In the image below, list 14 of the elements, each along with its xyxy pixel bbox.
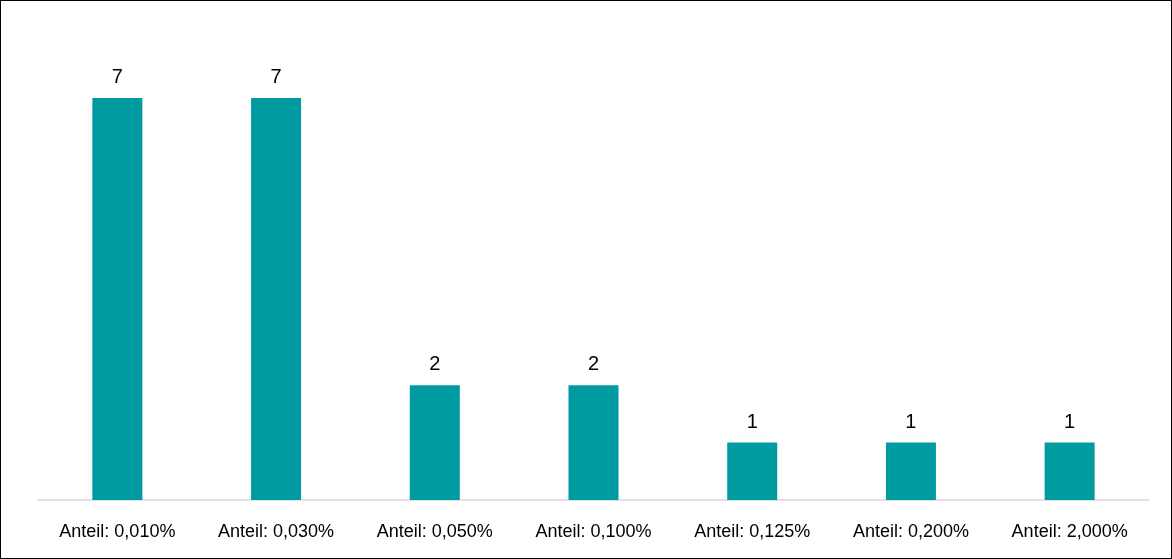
data-label: 1 xyxy=(905,409,917,432)
x-tick-label: Anteil: 0,100% xyxy=(535,521,652,541)
x-tick-label: Anteil: 0,010% xyxy=(59,521,176,541)
data-label: 2 xyxy=(587,352,600,375)
x-tick-label: Anteil: 0,050% xyxy=(376,521,493,541)
x-tick-label: Anteil: 0,125% xyxy=(694,521,811,541)
data-label: 1 xyxy=(746,409,758,432)
x-tick-label: Anteil: 0,030% xyxy=(218,521,335,541)
data-label: 7 xyxy=(270,65,282,87)
data-label: 7 xyxy=(111,65,123,87)
data-label: 2 xyxy=(429,352,441,375)
data-label: 1 xyxy=(1064,409,1076,432)
x-tick-label: Anteil: 0,200% xyxy=(852,521,969,541)
x-tick-label: Anteil: 2,000% xyxy=(1011,521,1128,541)
